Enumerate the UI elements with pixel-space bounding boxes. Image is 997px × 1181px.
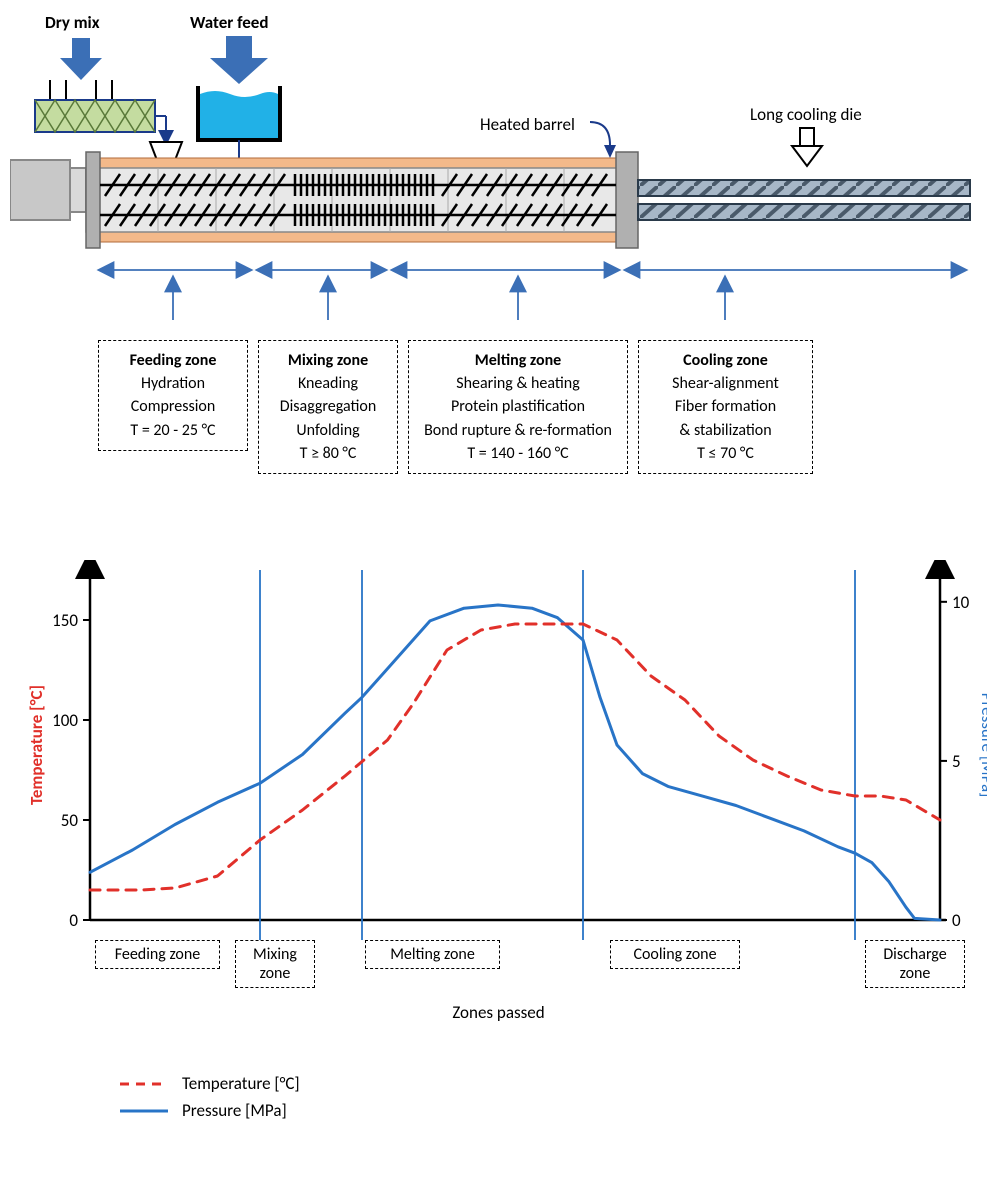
zone-title: Melting zone: [419, 349, 617, 372]
legend-temp: Temperature [°C]: [120, 1073, 987, 1094]
temp-pressure-chart: 0 50 100 150 0 5 10 Temperature [°C] Pressure [M…: [10, 560, 987, 940]
zone-title: Mixing zone: [269, 349, 387, 372]
cooling-die-arrow-icon: [792, 128, 822, 166]
svg-text:Temperature [°C]: Temperature [°C]: [26, 685, 47, 805]
zone-boxes-row: Feeding zone Hydration Compression T = 2…: [10, 340, 987, 560]
dry-mix-label: Dry mix: [45, 12, 100, 33]
zone-line: Unfolding: [269, 419, 387, 442]
dry-mix-arrow-icon: [60, 38, 102, 80]
cooling-die-label: Long cooling die: [750, 104, 862, 125]
zone-line: T = 20 - 25 °C: [109, 419, 237, 442]
zone-line: Hydration: [109, 372, 237, 395]
zone-line: Shearing & heating: [419, 372, 617, 395]
legend-press-label: Pressure [MPa]: [182, 1100, 287, 1121]
dry-hopper-icon: [35, 80, 166, 138]
chart-zone-labels: Feeding zone Mixing zone Melting zone Co…: [10, 940, 987, 990]
chart-zone-feeding: Feeding zone: [95, 940, 220, 969]
zone-line: Bond rupture & re-formation: [419, 419, 617, 442]
chart-zone-melting: Melting zone: [365, 940, 500, 969]
zone-box-melting: Melting zone Shearing & heating Protein …: [408, 340, 628, 474]
svg-text:0: 0: [952, 910, 961, 931]
figure-container: Dry mix Water feed Heated barrel Long co…: [10, 10, 987, 1121]
zone-line: T ≤ 70 °C: [649, 442, 802, 465]
zone-box-cooling: Cooling zone Shear-alignment Fiber forma…: [638, 340, 813, 474]
zone-line: Protein plastification: [419, 395, 617, 418]
zone-line: Disaggregation: [269, 395, 387, 418]
heated-barrel-label: Heated barrel: [480, 114, 575, 135]
zone-title: Feeding zone: [109, 349, 237, 372]
zone-line: Kneading: [269, 372, 387, 395]
zone-line: Fiber formation: [649, 395, 802, 418]
zone-line: Compression: [109, 395, 237, 418]
chart-zone-cooling: Cooling zone: [610, 940, 740, 969]
zone-line: Shear-alignment: [649, 372, 802, 395]
svg-text:Pressure [MPa]: Pressure [MPa]: [977, 693, 987, 798]
legend-temp-swatch-icon: [120, 1078, 168, 1090]
zone-box-feeding: Feeding zone Hydration Compression T = 2…: [98, 340, 248, 451]
extruder-diagram: Dry mix Water feed Heated barrel Long co…: [10, 10, 987, 330]
svg-text:10: 10: [952, 592, 970, 613]
heated-barrel-callout-arrow-icon: [590, 122, 616, 158]
legend-press: Pressure [MPa]: [120, 1100, 987, 1121]
water-feed-arrow-icon: [210, 36, 268, 84]
zone-line: & stabilization: [649, 419, 802, 442]
zone-extent-arrows: [100, 270, 965, 320]
motor-block-icon: [10, 160, 86, 220]
svg-text:5: 5: [952, 751, 961, 772]
svg-text:50: 50: [61, 810, 79, 831]
chart-zone-mixing: Mixing zone: [235, 940, 315, 988]
zone-box-mixing: Mixing zone Kneading Disaggregation Unfo…: [258, 340, 398, 474]
barrel-icon: [86, 152, 638, 248]
zone-line: T = 140 - 160 °C: [419, 442, 617, 465]
cooling-die-icon: [638, 180, 970, 220]
svg-text:0: 0: [69, 910, 78, 931]
water-feed-label: Water feed: [190, 12, 268, 33]
chart-legend: Temperature [°C] Pressure [MPa]: [120, 1073, 987, 1121]
zone-line: T ≥ 80 °C: [269, 442, 387, 465]
legend-press-swatch-icon: [120, 1105, 168, 1117]
chart-xlabel: Zones passed: [10, 1002, 987, 1023]
chart-zone-discharge: Discharge zone: [865, 940, 965, 988]
svg-text:100: 100: [52, 710, 78, 731]
zone-title: Cooling zone: [649, 349, 802, 372]
legend-temp-label: Temperature [°C]: [182, 1073, 300, 1094]
water-tank-icon: [198, 86, 280, 170]
svg-text:150: 150: [52, 610, 78, 631]
